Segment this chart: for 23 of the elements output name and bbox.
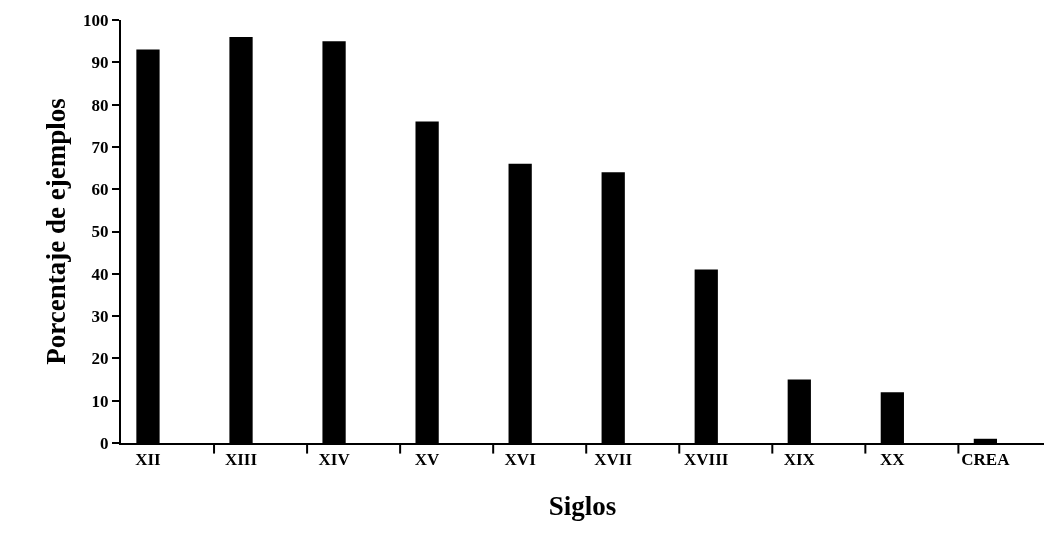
y-tick-label: 60 — [91, 180, 109, 200]
y-tick-label: 30 — [91, 307, 109, 327]
x-tick-label: XVI — [504, 450, 537, 470]
y-axis-title: Porcentaje de ejemplos — [40, 98, 71, 365]
x-axis-title: Siglos — [548, 491, 617, 522]
x-tick-label: XV — [414, 450, 441, 470]
y-tick-label: 90 — [91, 53, 109, 73]
y-tick-label: 100 — [83, 10, 109, 30]
x-tick-label: XX — [880, 450, 906, 470]
x-tick-label: XIV — [318, 450, 351, 470]
y-tick-label: 20 — [91, 349, 109, 369]
y-tick-label: 70 — [91, 137, 109, 157]
y-tick-label: 10 — [91, 391, 109, 411]
y-tick-label: 80 — [91, 95, 109, 115]
x-tick-label: XVIII — [684, 450, 729, 470]
x-tick-label: XVII — [594, 450, 633, 470]
x-tick-label: XII — [135, 450, 162, 470]
y-tick-label: 50 — [91, 222, 109, 242]
y-tick-label: 40 — [91, 264, 109, 284]
x-tick-label: XIII — [224, 450, 258, 470]
x-tick-label: CREA — [961, 450, 1011, 470]
y-tick-label: 0 — [100, 433, 109, 453]
x-tick-label: XIX — [783, 450, 816, 470]
